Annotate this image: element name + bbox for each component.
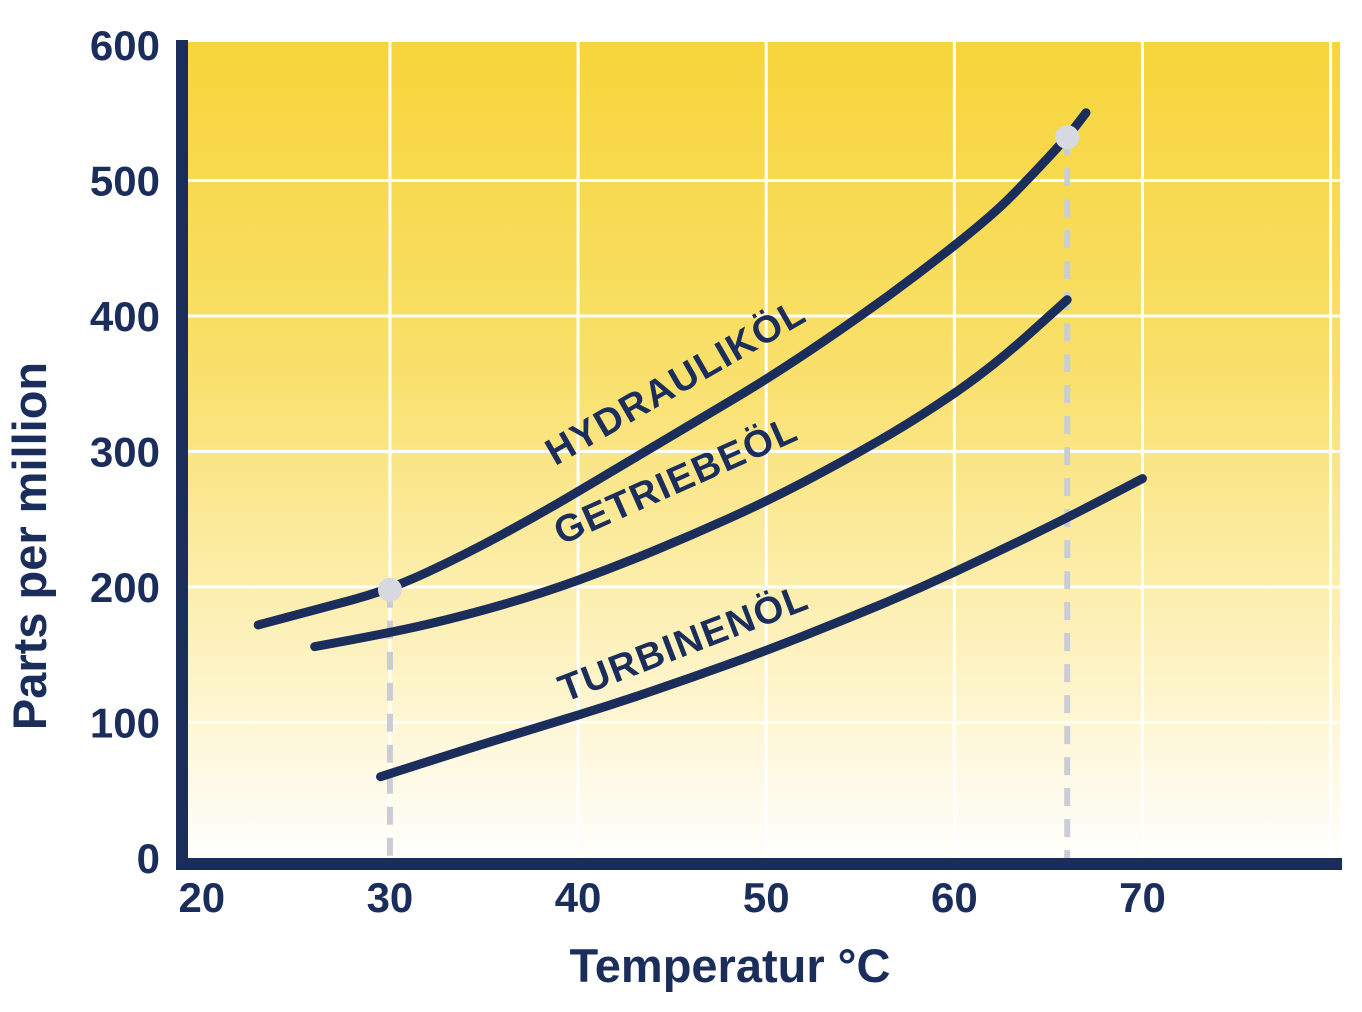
marker-dot	[1055, 125, 1080, 150]
y-tick-label: 200	[90, 564, 160, 611]
y-tick-label: 300	[90, 429, 160, 476]
y-tick-label: 600	[90, 22, 160, 69]
x-tick-label: 70	[1119, 874, 1166, 921]
marker-dots	[377, 125, 1080, 602]
y-tick-label: 400	[90, 293, 160, 340]
y-axis-title: Parts per million	[3, 362, 56, 730]
y-tick-labels: 0 100 200 300 400 500 600	[90, 22, 160, 882]
series-curve-2	[376, 474, 1147, 782]
marker-dot	[377, 577, 402, 602]
y-tick-label: 100	[90, 700, 160, 747]
x-axis-title: Temperatur °C	[570, 939, 891, 992]
series-curve-1	[310, 295, 1072, 652]
y-tick-label: 500	[90, 158, 160, 205]
x-tick-label: 40	[555, 874, 602, 921]
series-curves	[253, 108, 1147, 782]
x-tick-label: 50	[743, 874, 790, 921]
x-tick-label: 60	[931, 874, 978, 921]
x-tick-labels: 20 30 40 50 60 70	[178, 874, 1165, 921]
series-curve-0	[253, 108, 1091, 630]
y-tick-label: 0	[137, 835, 160, 882]
x-tick-label: 20	[178, 874, 225, 921]
x-tick-label: 30	[367, 874, 414, 921]
